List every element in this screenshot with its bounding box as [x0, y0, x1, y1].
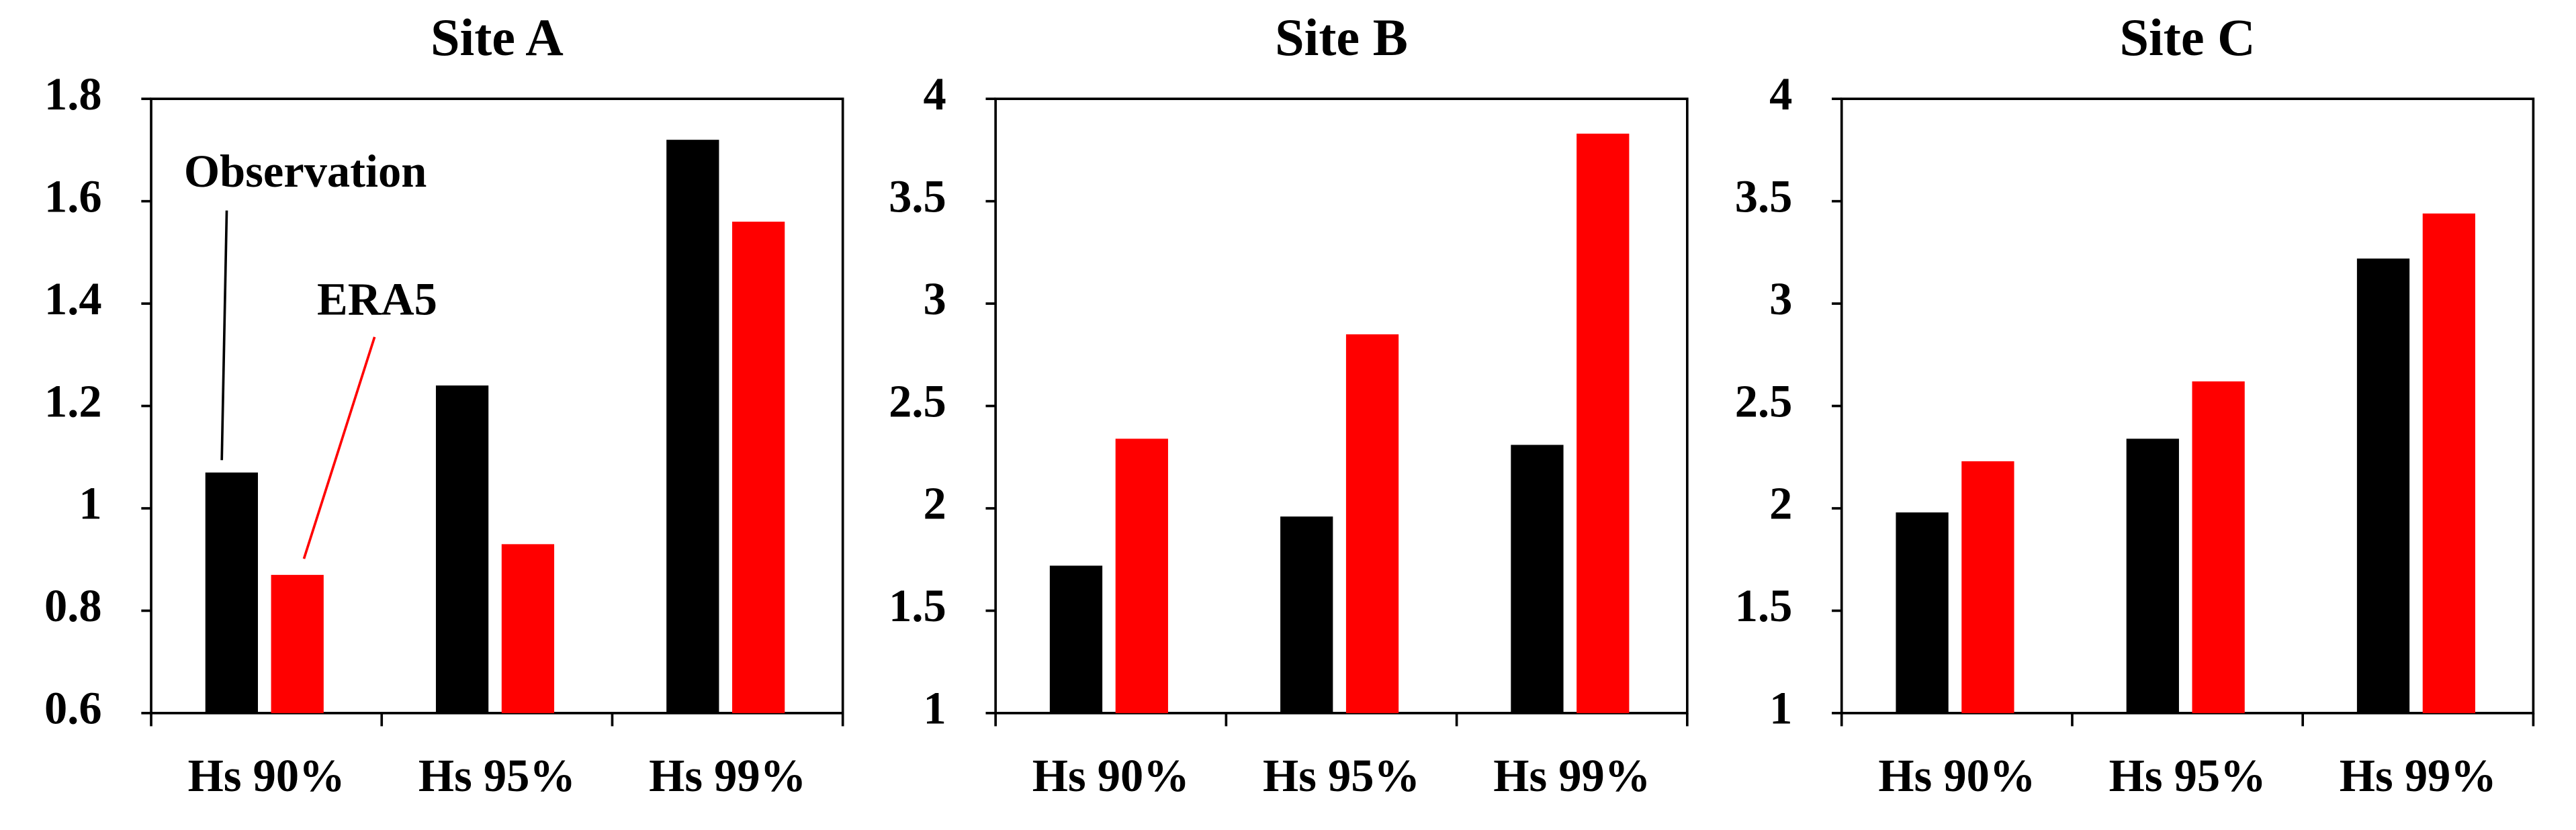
bar: [1896, 512, 1949, 713]
y-tick-label: 1.5: [889, 580, 946, 631]
leader-line: [220, 210, 228, 461]
legend-label: Observation: [184, 146, 427, 197]
bar: [1345, 334, 1399, 713]
bar: [2422, 213, 2475, 713]
y-tick-label: 1.8: [44, 68, 102, 120]
bar: [271, 575, 324, 713]
legend-label: ERA5: [317, 274, 437, 325]
x-tick-label: Hs 95%: [2109, 750, 2266, 801]
y-tick-label: 0.8: [44, 580, 102, 631]
y-tick-label: 3.5: [1735, 171, 1793, 222]
y-tick-label: 1.4: [44, 273, 102, 324]
bar: [501, 544, 555, 713]
x-tick-label: Hs 99%: [2340, 750, 2497, 801]
bar: [666, 140, 719, 713]
chart-title: Site C: [2120, 8, 2256, 66]
bar: [1511, 445, 1564, 713]
bar: [2356, 259, 2410, 713]
chart-title: Site B: [1275, 8, 1408, 66]
bar: [1049, 565, 1103, 713]
y-tick-label: 1: [924, 683, 946, 734]
bar: [732, 222, 785, 713]
y-tick-label: 1.5: [1735, 580, 1793, 631]
leader-line: [302, 336, 376, 559]
y-tick-label: 1: [1769, 683, 1792, 734]
x-tick-label: Hs 95%: [1263, 750, 1420, 801]
bar: [435, 385, 489, 713]
bar: [1576, 134, 1630, 713]
y-tick-label: 4: [924, 68, 946, 120]
y-tick-label: 1.2: [44, 375, 102, 426]
x-tick-label: Hs 99%: [1493, 750, 1650, 801]
y-tick-label: 1.6: [44, 171, 102, 222]
x-tick-label: Hs 90%: [1032, 750, 1190, 801]
x-tick-label: Hs 99%: [649, 750, 806, 801]
bar: [2192, 381, 2245, 713]
x-tick-label: Hs 90%: [1878, 750, 2035, 801]
y-tick-label: 1: [79, 478, 101, 529]
y-tick-label: 3.5: [889, 171, 946, 222]
y-tick-label: 2: [924, 478, 946, 529]
y-tick-label: 2: [1769, 478, 1792, 529]
y-tick-label: 0.6: [44, 683, 102, 734]
bar: [1280, 516, 1333, 713]
x-tick-label: Hs 95%: [418, 750, 576, 801]
chart-title: Site A: [431, 8, 564, 66]
y-tick-label: 4: [1769, 68, 1792, 120]
bar: [2126, 439, 2179, 713]
y-tick-label: 3: [1769, 273, 1792, 324]
bar: [1115, 439, 1168, 713]
x-tick-label: Hs 90%: [188, 750, 345, 801]
bar: [1961, 461, 2014, 713]
y-tick-label: 3: [924, 273, 946, 324]
y-tick-label: 2.5: [889, 375, 946, 426]
bar: [205, 472, 258, 713]
y-tick-label: 2.5: [1735, 375, 1793, 426]
